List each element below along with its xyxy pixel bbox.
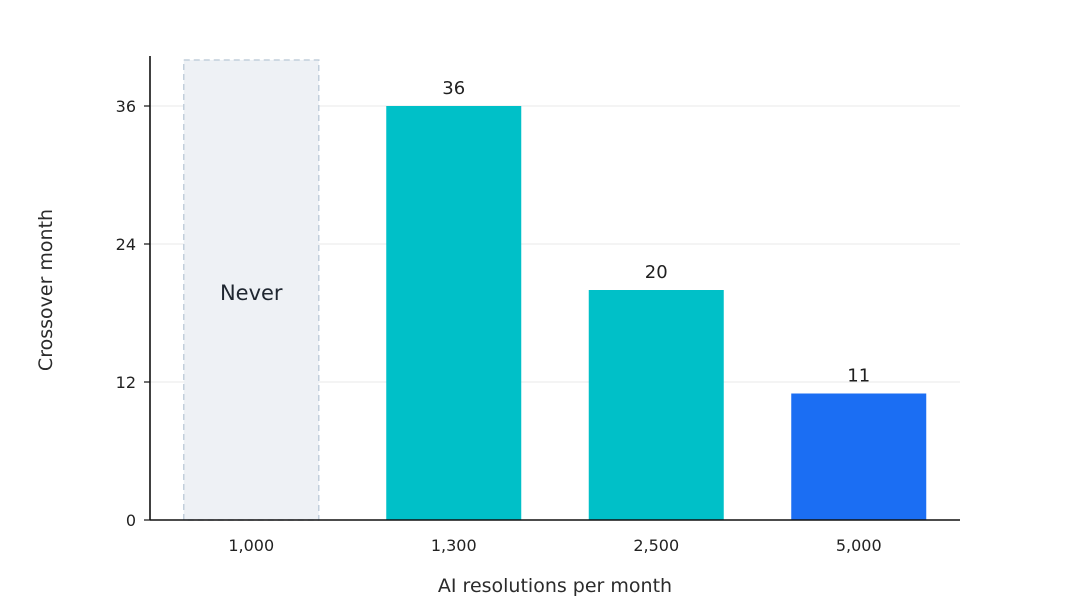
y-tick-label-1: 12 xyxy=(116,373,136,392)
value-label-1: 36 xyxy=(442,78,465,99)
bar-layer xyxy=(183,59,927,521)
bar-2 xyxy=(588,290,724,520)
y-tick-label-0: 0 xyxy=(126,511,136,530)
never-label: Never xyxy=(220,281,283,305)
value-label-2: 20 xyxy=(645,262,668,283)
y-tick-label-3: 36 xyxy=(116,97,136,116)
value-label-3: 11 xyxy=(847,366,870,387)
bar-1 xyxy=(386,106,522,520)
x-tick-label-0: 1,000 xyxy=(228,536,274,555)
bar-3 xyxy=(791,393,927,520)
label-layer: 0 12 24 36 Never 1,000 36 1,300 20 2,500 11 5,000 xyxy=(116,78,882,555)
x-tick-label-2: 2,500 xyxy=(633,536,679,555)
axis-layer xyxy=(149,56,960,521)
x-tick-label-1: 1,300 xyxy=(431,536,477,555)
y-tick-label-2: 24 xyxy=(116,235,136,254)
y-axis-title: Crossover month xyxy=(35,209,57,371)
x-tick-label-3: 5,000 xyxy=(836,536,882,555)
bar-placeholder-0 xyxy=(183,59,320,521)
x-axis-title: AI resolutions per month xyxy=(438,575,672,597)
